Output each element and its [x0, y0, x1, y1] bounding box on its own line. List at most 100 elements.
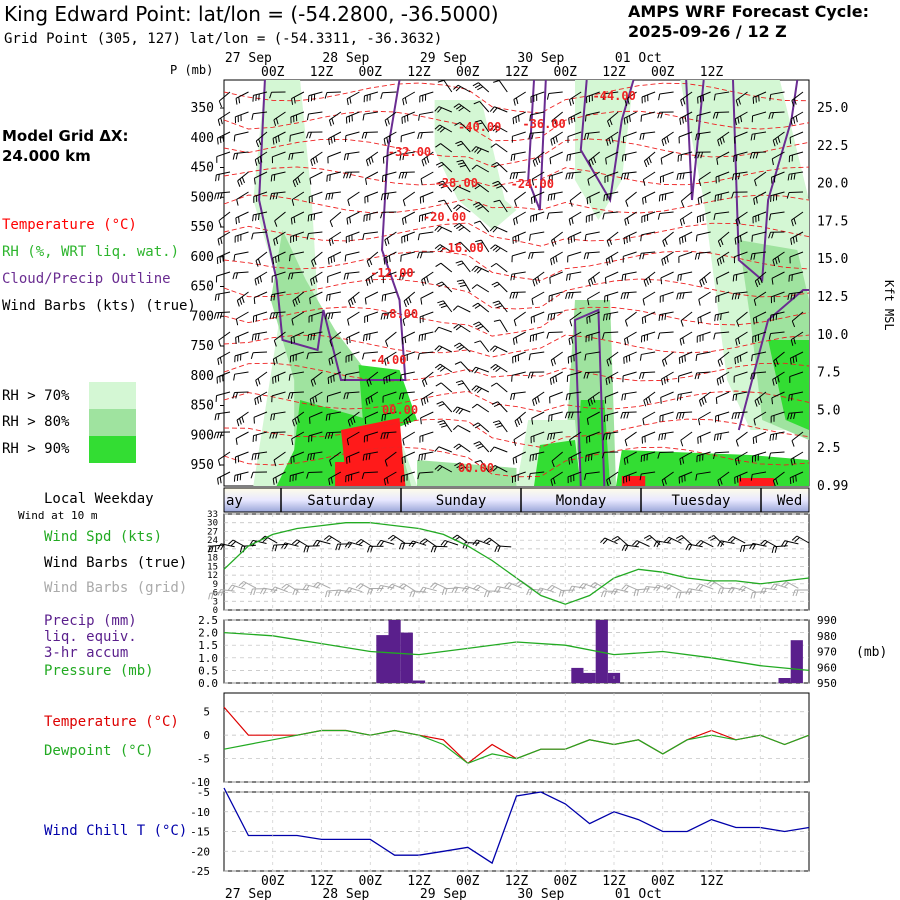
wind-barb: [752, 331, 767, 343]
precip-bar: [412, 680, 426, 683]
wind-barb: [234, 111, 249, 124]
wind-barb: [289, 351, 305, 363]
wind-barb: [327, 271, 342, 283]
wind-barb: [236, 191, 249, 206]
wind-barb: [659, 411, 674, 423]
wind-barb: [698, 291, 711, 306]
wind-barb: [328, 131, 342, 145]
wind-barb: [512, 231, 526, 244]
wind-barb: [604, 291, 619, 303]
top-date-label: 29 Sep: [420, 51, 467, 66]
cloud-outline-6: [737, 289, 809, 431]
wind-barb: [512, 331, 526, 345]
top-date-label: 28 Sep: [322, 51, 369, 66]
wind-barb: [361, 471, 378, 479]
pressure-tick-label: 550: [191, 220, 214, 235]
wind-barb: [551, 451, 564, 468]
wind-barb-grid: [270, 586, 288, 594]
label-liq-equiv: liq. equiv.: [44, 629, 137, 645]
wind-barb: [326, 391, 342, 403]
wind-barb: [234, 231, 249, 243]
wind-barb: [567, 251, 582, 263]
wind-barb: [363, 431, 379, 443]
wind-barb: [641, 331, 656, 343]
wind-barb: [434, 124, 453, 133]
temperature-contour: [223, 446, 810, 478]
wind-barb: [490, 262, 508, 273]
wind-barb: [586, 91, 600, 104]
wind-barb: [717, 131, 730, 147]
wind-barb: [732, 391, 748, 402]
wind-barb: [365, 171, 379, 185]
wind-barb: [327, 371, 342, 385]
wind-barb: [287, 271, 304, 280]
legend-rh80-label: RH > 80%: [2, 414, 70, 430]
wind-barb: [528, 471, 545, 480]
wind-barb: [471, 265, 490, 274]
wind-barb-true: [717, 540, 735, 548]
wind-barb: [252, 311, 268, 323]
wind-barb: [584, 231, 600, 242]
wind-barb: [490, 244, 508, 253]
wind-barb: [569, 311, 582, 327]
height-tick-label: 0.99: [817, 479, 848, 494]
wind-barb: [605, 251, 619, 266]
bottom-hour-label: 12Z: [700, 874, 724, 889]
wind-barb: [620, 411, 637, 419]
wind-barb: [251, 111, 268, 121]
wind-barb: [269, 311, 286, 320]
wind-barb: [528, 351, 545, 361]
wind-barb: [345, 111, 360, 124]
wind-barb-grid: [589, 582, 608, 591]
wind-barb: [771, 151, 785, 166]
wind-barb: [676, 171, 693, 181]
wind-barb: [434, 106, 452, 113]
wind-barb: [550, 251, 563, 266]
wind-barb: [604, 171, 619, 183]
wind-barb-true: [759, 539, 778, 548]
wind-barb: [510, 271, 526, 281]
wind-barb: [641, 211, 656, 223]
wind-barb: [420, 171, 434, 186]
wind-barb-true: [387, 534, 406, 544]
wind-barb: [679, 111, 693, 125]
wind-barb: [734, 111, 748, 126]
wind-barb: [273, 331, 286, 347]
wind-barb: [791, 211, 804, 227]
wind-barb: [512, 451, 526, 465]
precip-bar: [376, 635, 389, 683]
weekday-label: Tuesday: [671, 493, 730, 509]
wind-barb: [324, 91, 341, 99]
wind-barb: [586, 411, 600, 425]
wind-barb: [489, 345, 508, 353]
wind-barb: [750, 371, 767, 380]
weekday-label: ay: [226, 493, 243, 509]
wind-barb: [772, 251, 785, 267]
wind-barb: [549, 271, 563, 284]
wind-barb: [547, 191, 563, 202]
wind-barb: [491, 162, 508, 173]
temperature-contour: [223, 166, 810, 187]
wind-barb: [716, 371, 730, 386]
wind-barb: [751, 111, 767, 123]
temperature-contour: [223, 390, 810, 413]
wind-barb: [588, 151, 601, 167]
wind-barb: [734, 351, 748, 365]
wind-barb: [384, 351, 397, 366]
wind-barb-true: [419, 538, 437, 548]
wind-barb: [384, 451, 397, 467]
wind-tick-label: 18: [207, 554, 218, 564]
wind-barb-grid: [643, 586, 661, 593]
wind-barb: [546, 211, 563, 220]
wind-barb: [567, 231, 582, 245]
wind-barb: [328, 231, 342, 246]
wind-barb: [791, 91, 804, 107]
wind-barb-true: [430, 545, 448, 553]
wind-barb: [551, 231, 564, 247]
wind-barb: [513, 431, 526, 446]
wind-barb: [697, 311, 711, 325]
wind-barb-true: [323, 535, 342, 544]
wind-barb: [328, 351, 342, 366]
wind-barb: [289, 471, 305, 482]
wind-barb: [788, 391, 804, 402]
